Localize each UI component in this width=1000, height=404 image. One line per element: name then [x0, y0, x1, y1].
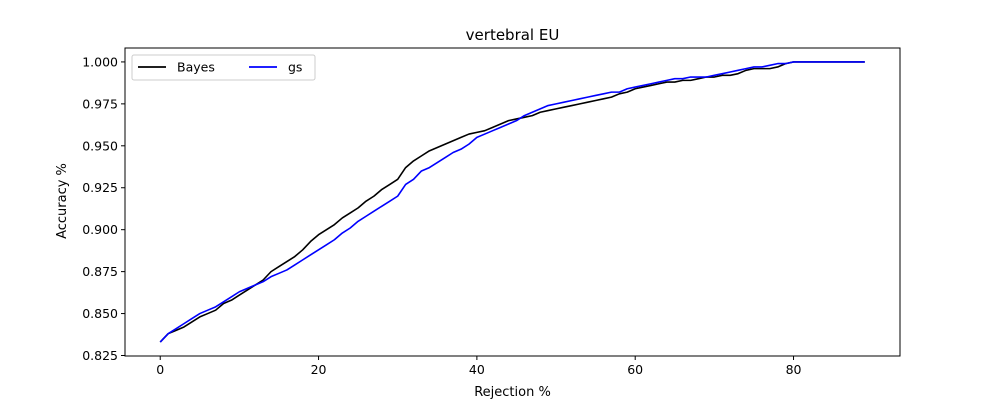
- plot-frame: [124, 47, 901, 357]
- y-tick-label: 0.850: [82, 306, 118, 321]
- y-tick-label: 0.950: [82, 138, 118, 153]
- series-group: [159, 61, 865, 343]
- x-axis-label: Rejection %: [474, 385, 551, 400]
- y-tick-label: 0.900: [82, 222, 118, 237]
- y-tick-label: 0.825: [82, 348, 118, 363]
- series-line-bayes: [159, 61, 865, 343]
- legend-label-bayes: Bayes: [177, 60, 215, 75]
- x-axis: 0 20 40 60 80: [156, 356, 802, 377]
- x-tick-label: 40: [469, 362, 485, 377]
- y-axis: 0.825 0.850 0.875 0.900 0.925 0.950 0.975 1.000: [82, 54, 125, 363]
- y-tick-label: 0.875: [82, 264, 118, 279]
- legend-box: [131, 54, 316, 81]
- x-tick-label: 0: [156, 362, 164, 377]
- series-line-gs: [159, 61, 865, 343]
- x-tick-label: 20: [311, 362, 327, 377]
- legend: Bayes gs: [131, 54, 316, 81]
- legend-label-gs: gs: [288, 60, 302, 75]
- x-tick-label: 80: [786, 362, 802, 377]
- y-tick-label: 1.000: [82, 54, 118, 69]
- y-tick-label: 0.975: [82, 96, 118, 111]
- chart-title: vertebral EU: [466, 26, 560, 44]
- x-tick-label: 60: [627, 362, 643, 377]
- y-tick-label: 0.925: [82, 180, 118, 195]
- y-axis-label: Accuracy %: [55, 163, 70, 239]
